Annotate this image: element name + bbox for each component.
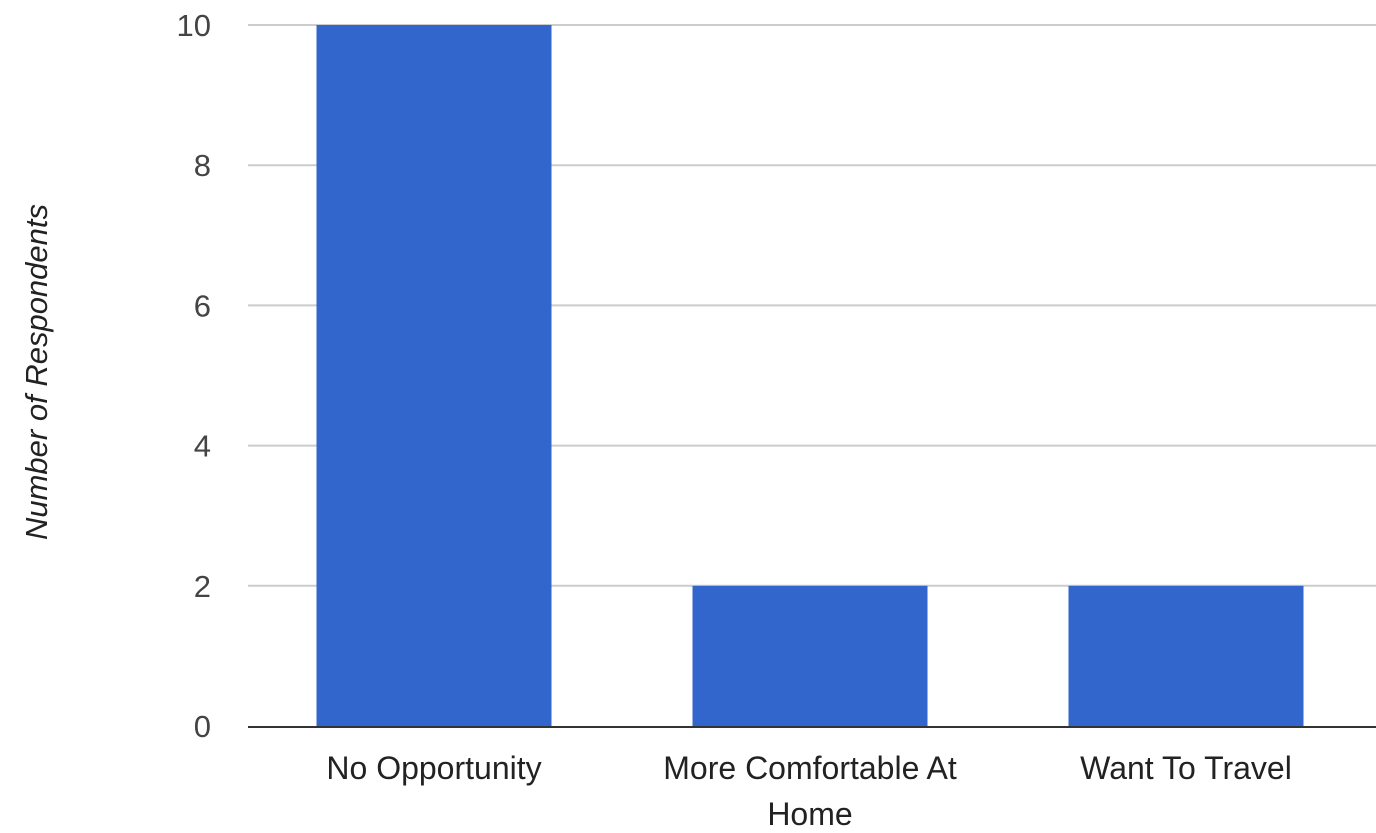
bar (1068, 585, 1304, 726)
x-category-label: More Comfortable At Home (663, 750, 957, 832)
y-tick-label: 4 (194, 429, 211, 464)
bar (692, 585, 928, 726)
x-category-label-line: Want To Travel (1080, 750, 1292, 786)
x-category-label-line: More Comfortable At (663, 750, 957, 786)
y-axis-title: Number of Respondents (19, 204, 54, 540)
y-tick-label: 0 (194, 709, 211, 744)
y-tick-label: 10 (177, 8, 211, 43)
y-tick-label: 6 (194, 288, 211, 323)
y-tick-labels: 0 2 4 6 8 10 (177, 8, 211, 744)
bar (316, 25, 552, 726)
x-category-label-line: Home (767, 796, 852, 832)
x-category-label: Want To Travel (1080, 750, 1292, 786)
x-category-label: No Opportunity (326, 750, 541, 786)
x-category-label-line: No Opportunity (326, 750, 541, 786)
y-tick-label: 8 (194, 148, 211, 183)
y-tick-label: 2 (194, 569, 211, 604)
bars (316, 25, 1304, 726)
x-category-labels: No Opportunity More Comfortable At Home Wan… (326, 750, 1291, 832)
